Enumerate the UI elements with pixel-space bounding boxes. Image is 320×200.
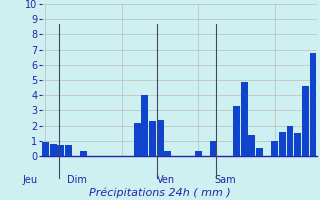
Bar xyxy=(195,151,202,156)
Bar xyxy=(57,145,64,156)
Bar xyxy=(241,82,248,156)
Bar xyxy=(141,95,148,156)
Text: Jeu: Jeu xyxy=(22,175,37,185)
Bar xyxy=(256,148,263,156)
Bar xyxy=(65,145,72,156)
Bar xyxy=(248,135,255,156)
Text: Précipitations 24h ( mm ): Précipitations 24h ( mm ) xyxy=(89,188,231,198)
Text: Ven: Ven xyxy=(157,175,175,185)
Bar xyxy=(271,141,278,156)
Bar xyxy=(210,141,217,156)
Bar xyxy=(134,123,140,156)
Bar xyxy=(50,144,57,156)
Bar xyxy=(233,106,240,156)
Bar xyxy=(294,133,301,156)
Bar xyxy=(279,132,286,156)
Bar xyxy=(302,86,309,156)
Bar xyxy=(309,53,316,156)
Bar xyxy=(287,126,293,156)
Text: Sam: Sam xyxy=(214,175,236,185)
Bar xyxy=(157,120,164,156)
Bar xyxy=(149,121,156,156)
Bar xyxy=(164,151,171,156)
Bar xyxy=(80,151,87,156)
Text: Dim: Dim xyxy=(67,175,87,185)
Bar xyxy=(42,142,49,156)
